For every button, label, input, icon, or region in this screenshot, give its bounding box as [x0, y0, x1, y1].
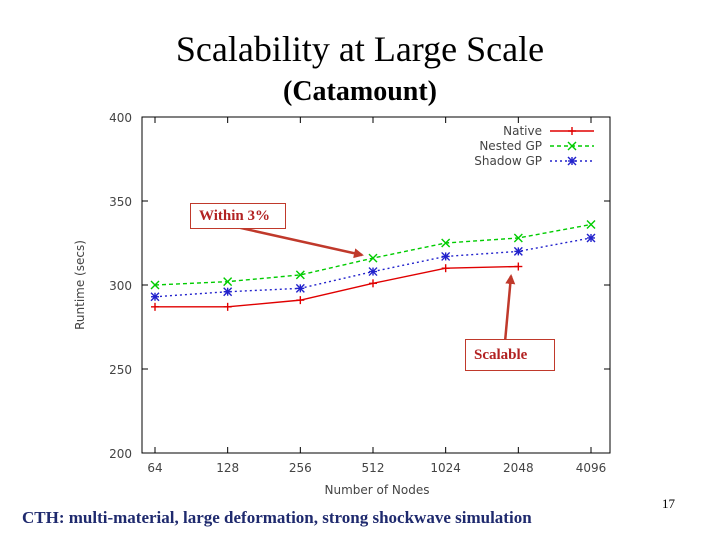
data-point-nested-gp [513, 233, 523, 243]
data-point-native [223, 302, 232, 311]
slide-subtitle: (Catamount) [283, 76, 437, 107]
data-point-nested-gp [368, 253, 378, 263]
y-tick-label: 300 [109, 279, 132, 293]
x-tick-label: 4096 [576, 461, 607, 475]
y-axis-label: Runtime (secs) [73, 240, 87, 330]
legend-marker [567, 156, 577, 166]
x-tick-label: 1024 [430, 461, 461, 475]
scalable-arrow [503, 274, 516, 343]
callout-scalable: Scalable [465, 339, 555, 371]
y-tick-label: 250 [109, 363, 132, 377]
x-tick-label: 256 [289, 461, 312, 475]
legend-label: Nested GP [479, 139, 542, 153]
y-tick-label: 350 [109, 195, 132, 209]
y-tick-label: 400 [109, 111, 132, 125]
series-line-shadow-gp [154, 237, 592, 298]
data-point-shadow-gp [513, 246, 523, 256]
slide-title: Scalability at Large Scale [175, 29, 545, 69]
data-point-nested-gp [295, 270, 305, 280]
data-point-native [296, 296, 305, 305]
within-3-arrow [231, 224, 364, 259]
data-point-shadow-gp [223, 287, 233, 297]
legend-marker [567, 141, 577, 151]
data-point-native [151, 302, 159, 311]
data-point-native [441, 264, 450, 273]
x-tick-label: 128 [216, 461, 239, 475]
slide-caption: CTH: multi-material, large deformation, … [22, 508, 532, 527]
x-axis-label: Number of Nodes [325, 483, 430, 497]
x-tick-label: 64 [147, 461, 162, 475]
y-tick-label: 200 [109, 447, 132, 461]
data-point-native [369, 279, 377, 288]
data-point-shadow-gp [586, 233, 596, 243]
legend-label: Native [503, 124, 542, 138]
series-line-nested-gp [154, 223, 592, 286]
x-tick-label: 512 [362, 461, 385, 475]
legend-label: Shadow GP [474, 154, 542, 168]
data-point-nested-gp [223, 277, 233, 287]
data-point-shadow-gp [368, 267, 378, 277]
data-point-shadow-gp [441, 251, 451, 261]
callout-within-3-percent: Within 3% [190, 203, 286, 229]
data-point-native [514, 262, 523, 271]
data-point-nested-gp [150, 280, 160, 290]
data-point-shadow-gp [295, 283, 305, 293]
data-point-nested-gp [586, 220, 596, 230]
data-point-nested-gp [441, 238, 451, 248]
data-point-shadow-gp [150, 292, 160, 302]
slide-number: 17 [662, 496, 675, 511]
x-tick-label: 2048 [503, 461, 534, 475]
series-line-native [155, 265, 519, 308]
legend-marker [568, 127, 576, 135]
